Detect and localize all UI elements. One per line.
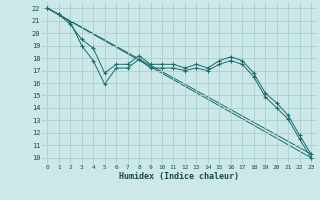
X-axis label: Humidex (Indice chaleur): Humidex (Indice chaleur) (119, 172, 239, 181)
